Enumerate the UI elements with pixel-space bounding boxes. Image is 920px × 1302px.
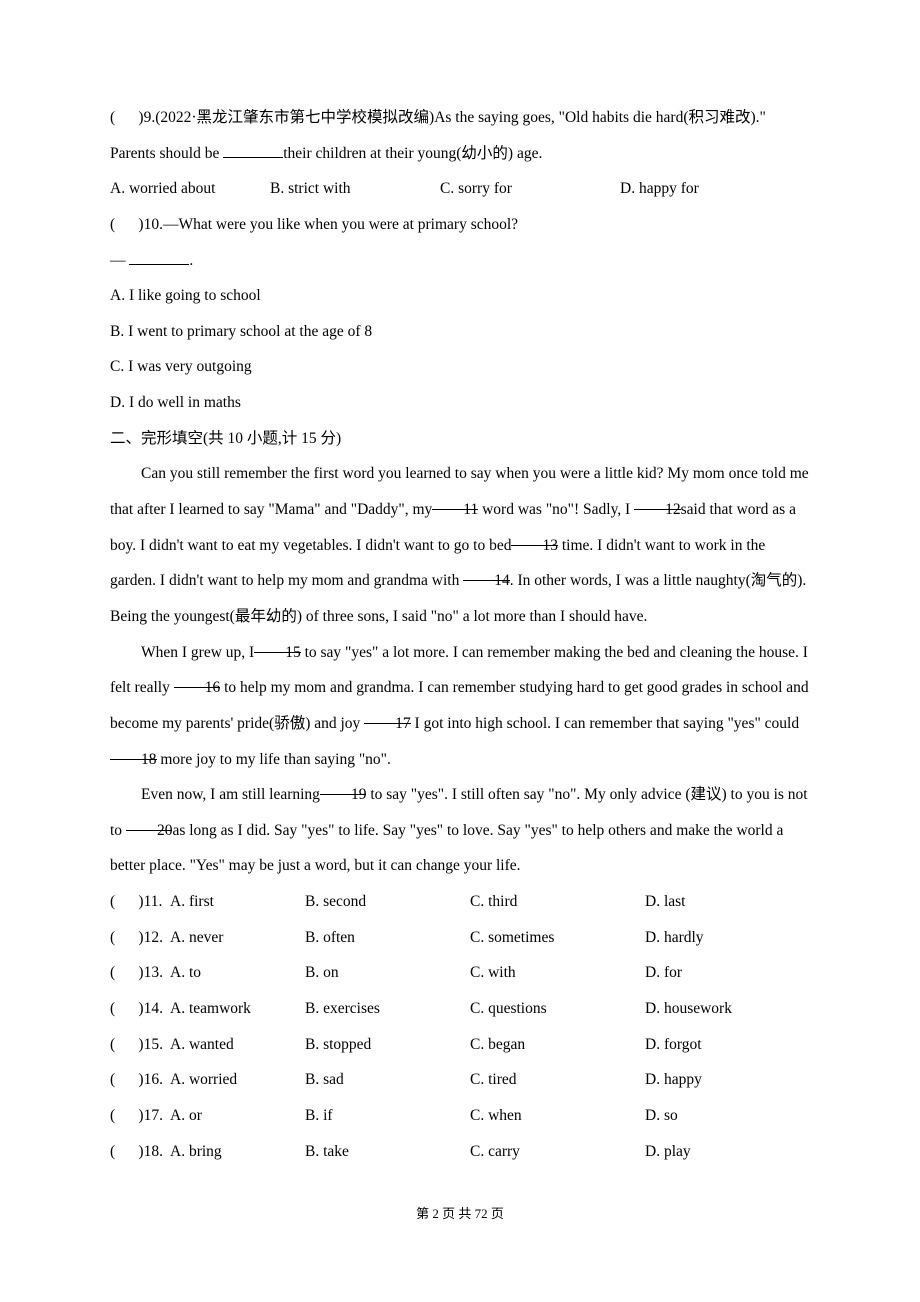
cloze-16-a[interactable]: A. worried xyxy=(170,1062,305,1098)
cloze-11-a[interactable]: A. first xyxy=(170,884,305,920)
cloze-18-c[interactable]: C. carry xyxy=(470,1134,645,1170)
page-footer: 第 2 页 共 72 页 xyxy=(110,1199,810,1229)
cloze-11-c[interactable]: C. third xyxy=(470,884,645,920)
cloze-13-b[interactable]: B. on xyxy=(305,955,470,991)
cloze-16-paren[interactable]: ( )16. xyxy=(110,1062,170,1098)
passage: Can you still remember the first word yo… xyxy=(110,456,810,884)
exam-page: ( )9.(2022·黑龙江肇东市第七中学校模拟改编)As the saying… xyxy=(0,0,920,1289)
cloze-row-12: ( )12. A. never B. often C. sometimes D.… xyxy=(110,920,810,956)
q9-tail: their children at their young(幼小的) age. xyxy=(283,145,542,162)
cloze-14-paren[interactable]: ( )14. xyxy=(110,991,170,1027)
section2-title: 二、完形填空(共 10 小题,计 15 分) xyxy=(110,421,810,457)
q9-option-b[interactable]: B. strict with xyxy=(270,171,440,207)
cloze-row-15: ( )15. A. wanted B. stopped C. began D. … xyxy=(110,1027,810,1063)
cloze-15-d[interactable]: D. forgot xyxy=(645,1027,785,1063)
q10-option-b[interactable]: B. I went to primary school at the age o… xyxy=(110,314,810,350)
cloze-15-a[interactable]: A. wanted xyxy=(170,1027,305,1063)
q9-blank[interactable] xyxy=(223,140,283,158)
q9-option-c[interactable]: C. sorry for xyxy=(440,171,620,207)
cloze-12-d[interactable]: D. hardly xyxy=(645,920,785,956)
q9-option-a[interactable]: A. worried about xyxy=(110,171,270,207)
cloze-18-b[interactable]: B. take xyxy=(305,1134,470,1170)
q10-option-d[interactable]: D. I do well in maths xyxy=(110,385,810,421)
p2e: more joy to my life than saying "no". xyxy=(157,751,391,768)
cloze-11-d[interactable]: D. last xyxy=(645,884,785,920)
cloze-17-b[interactable]: B. if xyxy=(305,1098,470,1134)
cloze-14-d[interactable]: D. housework xyxy=(645,991,785,1027)
cloze-row-11: ( )11. A. first B. second C. third D. la… xyxy=(110,884,810,920)
cloze-16-d[interactable]: D. happy xyxy=(645,1062,785,1098)
cloze-12-c[interactable]: C. sometimes xyxy=(470,920,645,956)
cloze-17-a[interactable]: A. or xyxy=(170,1098,305,1134)
cloze-17-d[interactable]: D. so xyxy=(645,1098,785,1134)
blank-19[interactable]: 19 xyxy=(320,777,367,795)
blank-14[interactable]: 14 xyxy=(463,563,510,581)
cloze-options: ( )11. A. first B. second C. third D. la… xyxy=(110,884,810,1169)
q10-dash: — xyxy=(110,252,129,269)
cloze-15-b[interactable]: B. stopped xyxy=(305,1027,470,1063)
cloze-13-c[interactable]: C. with xyxy=(470,955,645,991)
cloze-11-paren[interactable]: ( )11. xyxy=(110,884,170,920)
q9-paren-open[interactable]: ( xyxy=(110,109,115,126)
cloze-14-b[interactable]: B. exercises xyxy=(305,991,470,1027)
blank-15[interactable]: 15 xyxy=(254,635,301,653)
blank-17[interactable]: 17 xyxy=(364,706,411,724)
cloze-12-a[interactable]: A. never xyxy=(170,920,305,956)
q10-option-c[interactable]: C. I was very outgoing xyxy=(110,349,810,385)
cloze-12-b[interactable]: B. often xyxy=(305,920,470,956)
cloze-13-a[interactable]: A. to xyxy=(170,955,305,991)
cloze-15-paren[interactable]: ( )15. xyxy=(110,1027,170,1063)
cloze-14-c[interactable]: C. questions xyxy=(470,991,645,1027)
q10-line1: )10.—What were you like when you were at… xyxy=(138,216,518,233)
blank-18[interactable]: 18 xyxy=(110,742,157,760)
p3a: Even now, I am still learning xyxy=(141,786,320,803)
cloze-18-a[interactable]: A. bring xyxy=(170,1134,305,1170)
p1b: word was "no"! Sadly, I xyxy=(478,501,634,518)
cloze-row-14: ( )14. A. teamwork B. exercises C. quest… xyxy=(110,991,810,1027)
p2d: I got into high school. I can remember t… xyxy=(411,715,799,732)
cloze-13-paren[interactable]: ( )13. xyxy=(110,955,170,991)
passage-para1: Can you still remember the first word yo… xyxy=(110,456,810,634)
blank-16[interactable]: 16 xyxy=(174,670,221,688)
cloze-row-16: ( )16. A. worried B. sad C. tired D. hap… xyxy=(110,1062,810,1098)
cloze-row-17: ( )17. A. or B. if C. when D. so xyxy=(110,1098,810,1134)
cloze-15-c[interactable]: C. began xyxy=(470,1027,645,1063)
cloze-13-d[interactable]: D. for xyxy=(645,955,785,991)
cloze-17-c[interactable]: C. when xyxy=(470,1098,645,1134)
cloze-11-b[interactable]: B. second xyxy=(305,884,470,920)
p3c: as long as I did. Say "yes" to life. Say… xyxy=(110,822,783,875)
passage-para3: Even now, I am still learning 19 to say … xyxy=(110,777,810,884)
cloze-18-paren[interactable]: ( )18. xyxy=(110,1134,170,1170)
q10-option-a[interactable]: A. I like going to school xyxy=(110,278,810,314)
blank-11[interactable]: 11 xyxy=(432,492,478,510)
q9-option-d[interactable]: D. happy for xyxy=(620,171,760,207)
q10-paren-open[interactable]: ( xyxy=(110,216,115,233)
q10-stem-line1: ( )10.—What were you like when you were … xyxy=(110,207,810,243)
q9-options: A. worried about B. strict with C. sorry… xyxy=(110,171,810,207)
p2a: When I grew up, I xyxy=(141,644,254,661)
cloze-17-paren[interactable]: ( )17. xyxy=(110,1098,170,1134)
cloze-12-paren[interactable]: ( )12. xyxy=(110,920,170,956)
cloze-16-b[interactable]: B. sad xyxy=(305,1062,470,1098)
q10-stem-line2: — . xyxy=(110,243,810,279)
cloze-row-18: ( )18. A. bring B. take C. carry D. play xyxy=(110,1134,810,1170)
blank-13[interactable]: 13 xyxy=(511,528,558,546)
cloze-16-c[interactable]: C. tired xyxy=(470,1062,645,1098)
passage-para2: When I grew up, I 15 to say "yes" a lot … xyxy=(110,635,810,778)
q9-stem: ( )9.(2022·黑龙江肇东市第七中学校模拟改编)As the saying… xyxy=(110,100,810,171)
q10-blank[interactable] xyxy=(129,247,189,265)
cloze-row-13: ( )13. A. to B. on C. with D. for xyxy=(110,955,810,991)
blank-12[interactable]: 12 xyxy=(634,492,681,510)
q10-period: . xyxy=(189,252,193,269)
cloze-18-d[interactable]: D. play xyxy=(645,1134,785,1170)
cloze-14-a[interactable]: A. teamwork xyxy=(170,991,305,1027)
blank-20[interactable]: 20 xyxy=(126,813,173,831)
